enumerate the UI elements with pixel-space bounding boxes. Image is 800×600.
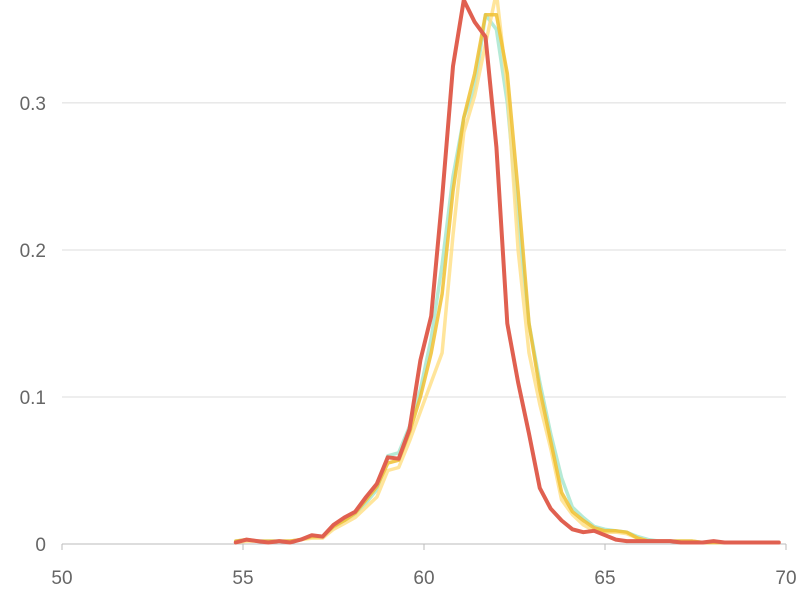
y-tick-label-3: 0.3 <box>20 94 46 115</box>
y-tick-label-0: 0 <box>35 535 46 556</box>
tick-labels: 50 55 60 65 70 0 0.1 0.2 0.3 <box>20 94 797 589</box>
y-tick-label-2: 0.2 <box>20 241 46 262</box>
x-tick-label-4: 70 <box>775 568 796 589</box>
x-tick-label-1: 55 <box>232 568 253 589</box>
series-line-3 <box>233 0 781 545</box>
x-tick-label-2: 60 <box>413 568 434 589</box>
x-tick-label-0: 50 <box>51 568 72 589</box>
x-tick-label-3: 65 <box>594 568 615 589</box>
axes <box>61 543 787 550</box>
series-lines <box>233 0 781 545</box>
y-tick-label-1: 0.1 <box>20 388 46 409</box>
